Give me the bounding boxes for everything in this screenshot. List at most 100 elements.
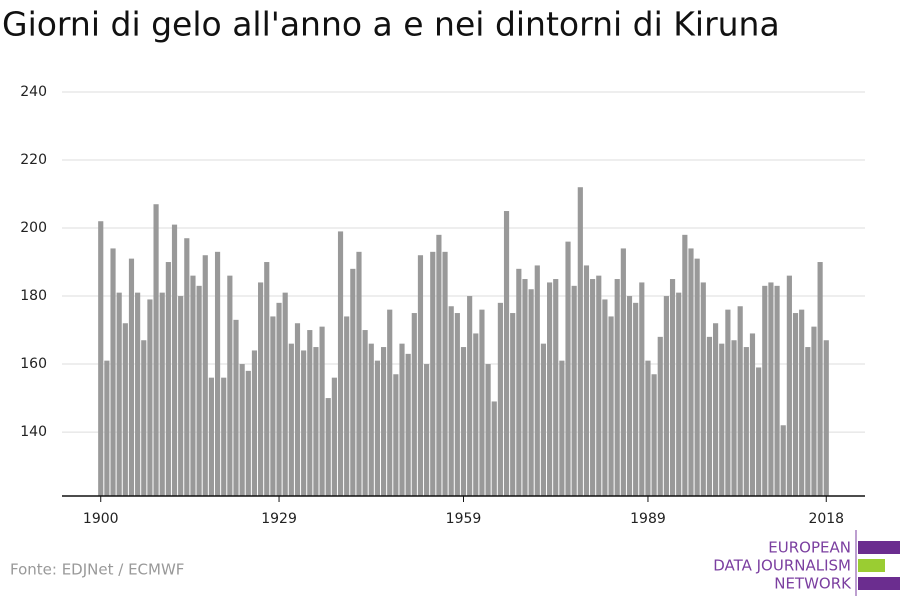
x-tick-label: 1959 <box>446 511 482 527</box>
y-tick-label: 220 <box>20 152 47 168</box>
bar <box>282 292 288 496</box>
bar <box>503 211 510 497</box>
bar <box>417 255 424 496</box>
bar <box>682 234 688 496</box>
bar <box>374 360 381 496</box>
bar <box>110 248 116 496</box>
bar <box>633 302 639 496</box>
bar <box>817 262 823 496</box>
bar <box>799 309 805 496</box>
bar <box>208 377 214 496</box>
bar <box>325 398 331 496</box>
bar <box>411 313 417 496</box>
bar <box>546 282 553 496</box>
bar <box>596 275 602 496</box>
bar <box>190 275 196 496</box>
bar <box>245 370 251 496</box>
bar <box>251 350 258 496</box>
bar <box>540 343 547 496</box>
bar <box>337 231 344 496</box>
bar <box>688 248 694 496</box>
bar <box>565 241 571 496</box>
bar <box>159 292 165 496</box>
bar <box>128 258 135 496</box>
bar <box>331 377 337 496</box>
bar <box>239 364 245 496</box>
bar <box>823 340 829 496</box>
bar <box>258 282 264 496</box>
bar <box>553 279 559 496</box>
bar <box>184 238 190 497</box>
bar <box>442 251 448 496</box>
bar <box>479 309 485 496</box>
bar <box>485 364 491 496</box>
bar <box>786 275 792 496</box>
bar <box>737 306 743 496</box>
bar <box>104 360 110 496</box>
bar <box>676 292 682 496</box>
logo-text: DATA JOURNALISM <box>713 557 851 575</box>
bar <box>651 374 657 496</box>
x-tick-label: 1900 <box>83 511 119 527</box>
bar <box>454 313 460 496</box>
bar <box>460 347 467 496</box>
bar <box>577 187 583 496</box>
bar <box>706 336 713 496</box>
bar <box>510 313 516 496</box>
bar <box>356 251 362 496</box>
bar <box>307 330 313 496</box>
logo-bar <box>858 541 900 554</box>
bar <box>528 289 534 496</box>
bar <box>768 282 774 496</box>
bar <box>288 343 294 496</box>
bar <box>725 309 731 496</box>
bar <box>380 347 387 496</box>
bar <box>626 296 633 496</box>
logo-bar <box>858 559 885 572</box>
bar <box>756 367 762 496</box>
bar <box>165 262 171 496</box>
bar <box>559 360 565 496</box>
bar <box>743 347 749 496</box>
bar <box>719 343 725 496</box>
bar <box>448 306 454 496</box>
bar <box>534 265 540 496</box>
bar <box>344 316 350 496</box>
bar <box>294 323 301 496</box>
bar <box>780 425 786 496</box>
bar <box>516 268 522 496</box>
bar <box>276 302 282 496</box>
bar <box>669 279 676 496</box>
bar <box>221 377 227 496</box>
logo-text: EUROPEAN <box>768 539 851 557</box>
bar <box>178 296 184 496</box>
bar <box>430 251 436 496</box>
bar <box>571 285 577 496</box>
bar <box>424 364 430 496</box>
bar <box>135 292 141 496</box>
bar <box>645 360 651 496</box>
bar <box>301 350 307 496</box>
y-tick-label: 200 <box>20 220 47 236</box>
bar <box>694 258 700 496</box>
bar <box>700 282 706 496</box>
y-tick-label: 160 <box>20 356 47 372</box>
x-tick-label: 2018 <box>808 511 844 527</box>
bar <box>319 326 325 496</box>
bar <box>147 299 153 496</box>
y-tick-label: 180 <box>20 288 47 304</box>
bar <box>350 268 356 496</box>
bar <box>614 279 620 496</box>
bar <box>362 330 368 496</box>
bar <box>620 248 626 496</box>
bar <box>233 319 239 496</box>
source: Fonte: EDJNet / ECMWF <box>10 561 184 579</box>
bar <box>590 279 596 496</box>
bar <box>749 333 756 496</box>
bar <box>214 251 221 496</box>
bar <box>467 296 473 496</box>
bar <box>473 333 479 496</box>
bar <box>491 401 497 496</box>
logo-bar <box>858 577 900 590</box>
bar <box>639 282 645 496</box>
